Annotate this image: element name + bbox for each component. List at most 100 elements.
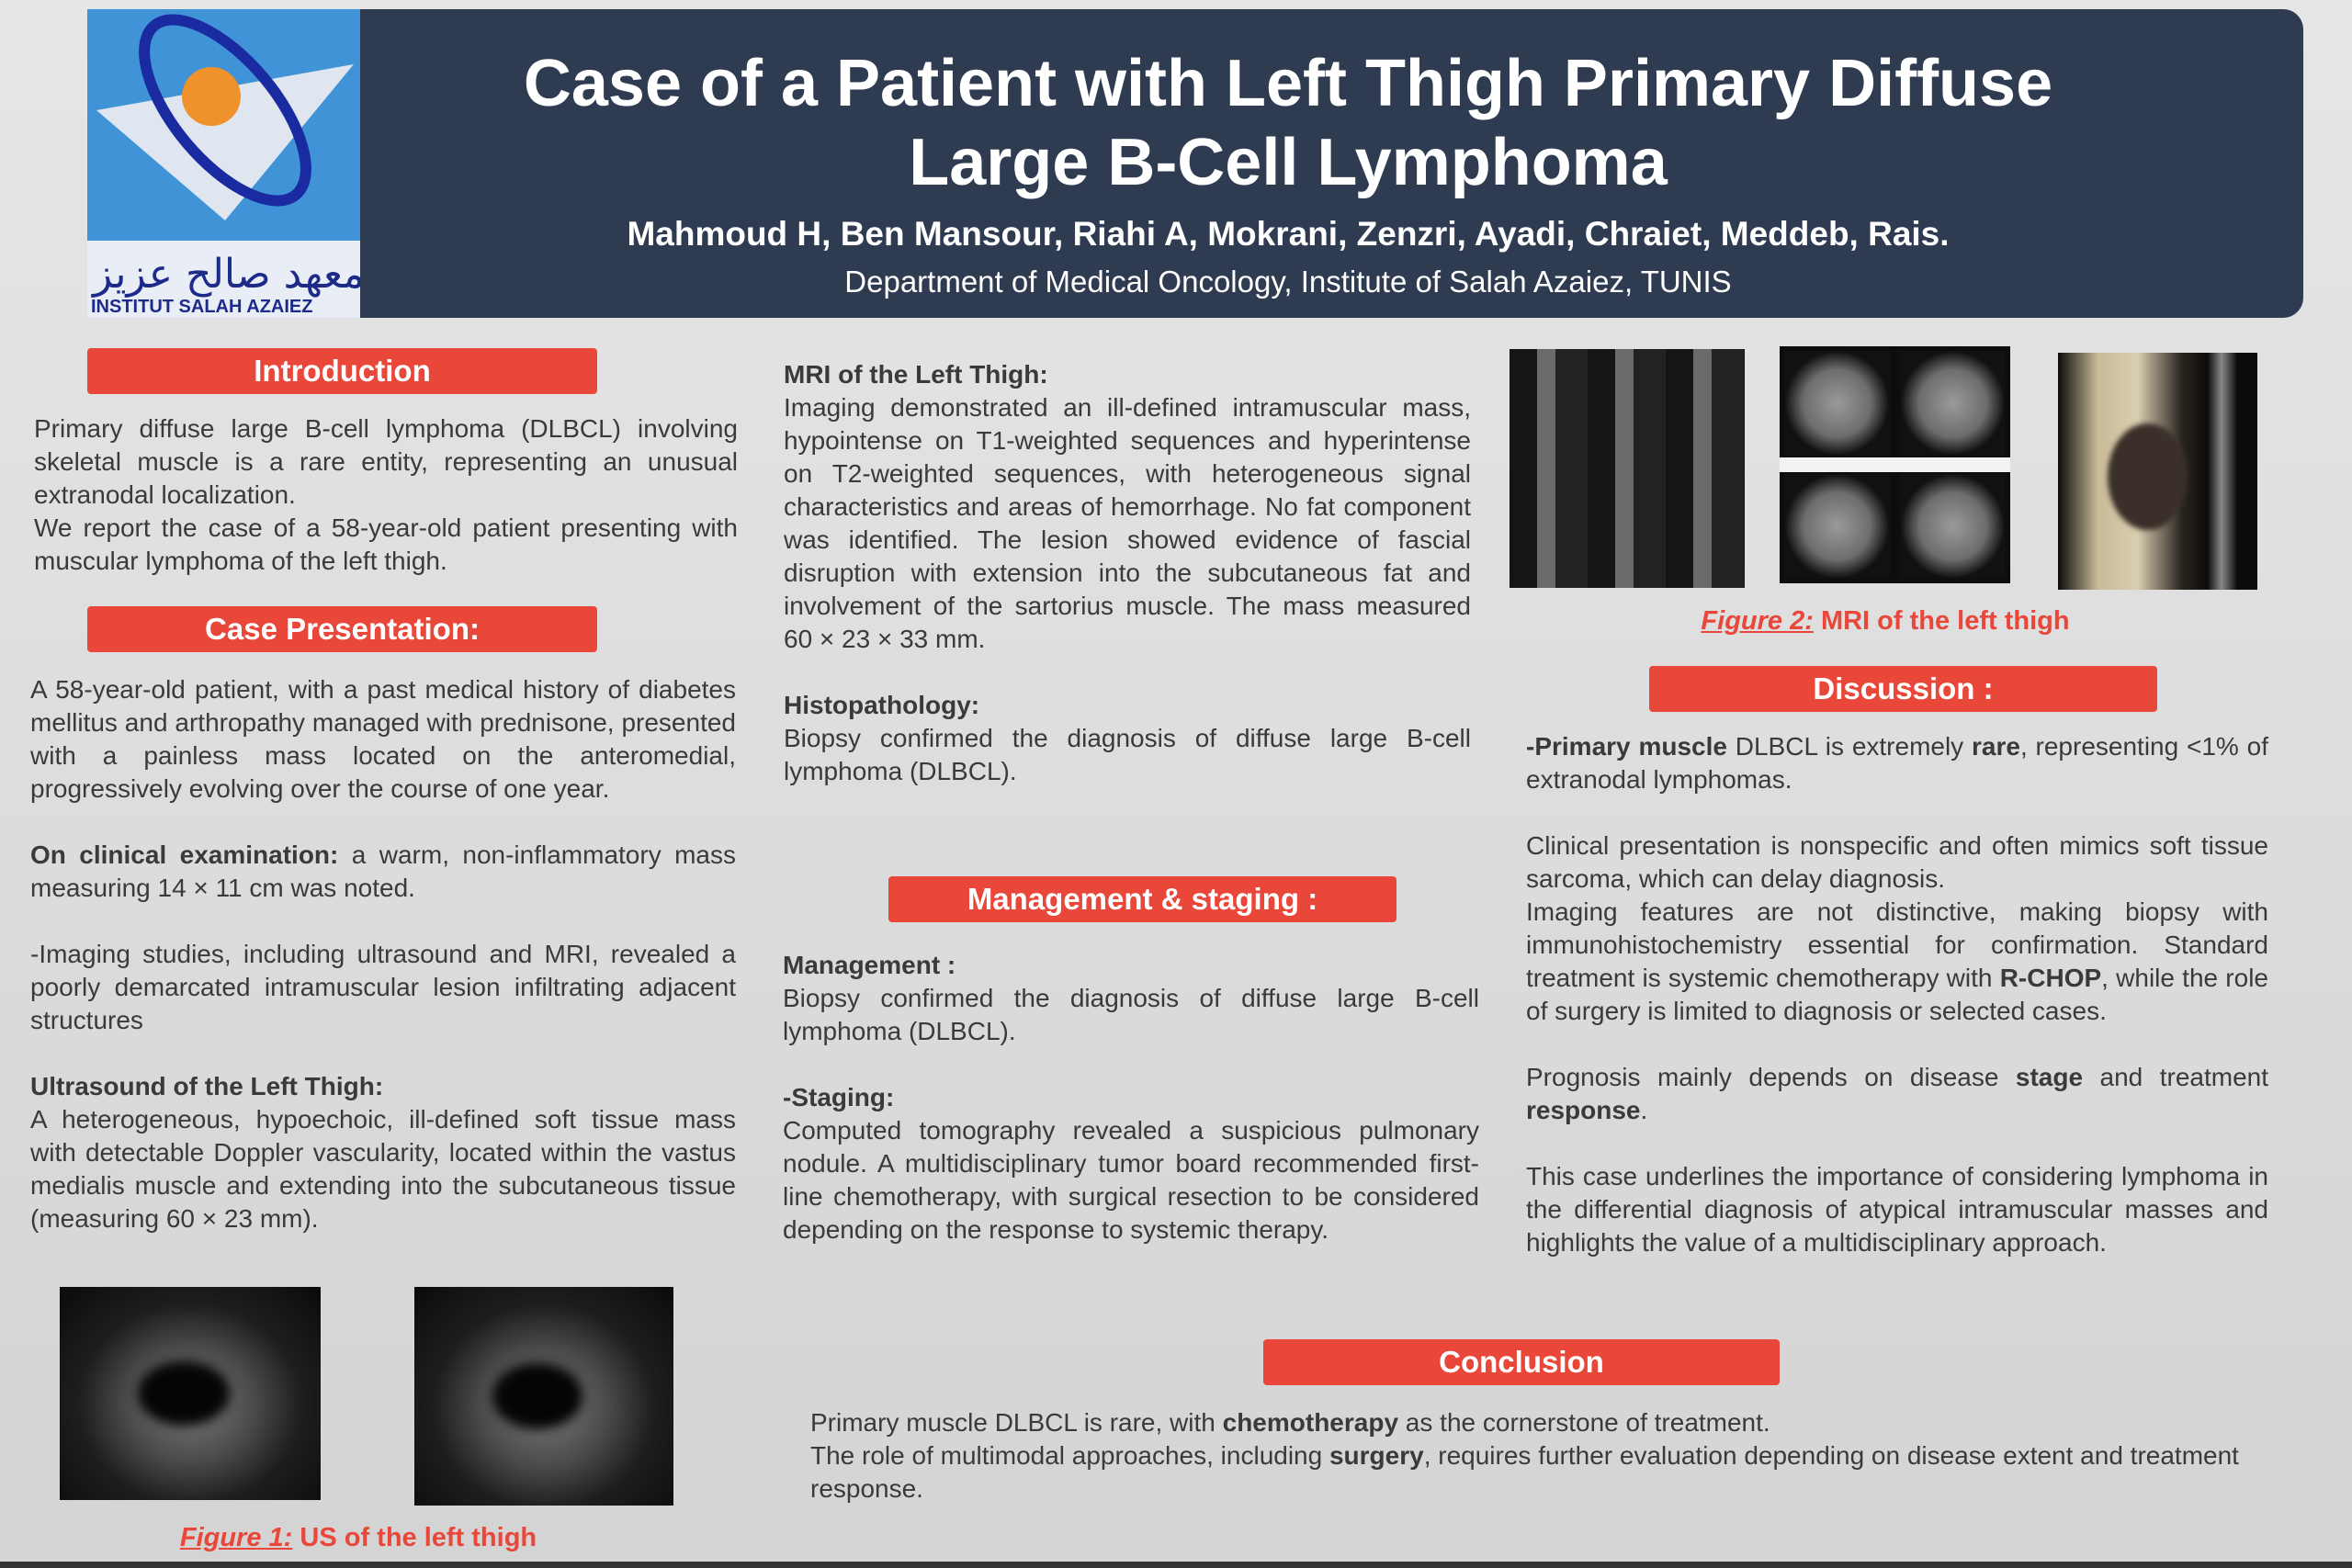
ultrasound-image-2 [414,1287,673,1506]
bold-text: MRI of the Left Thigh: [784,360,1048,389]
conclusion-heading: Conclusion [1263,1339,1780,1385]
paragraph [784,656,1471,689]
mri-axial-image [1780,346,2010,583]
paragraph: Primary muscle DLBCL is rare, with chemo… [810,1406,2253,1439]
figure-2-label: Figure 2: [1701,606,1814,636]
paragraph: On clinical examination: a warm, non-inf… [30,839,736,905]
bottom-border [0,1562,2352,1568]
paragraph [783,1048,1479,1081]
paragraph: A heterogeneous, hypoechoic, ill-defined… [30,1103,736,1235]
bold-text: -Staging: [783,1083,895,1111]
bold-text: -Primary [1526,732,1639,761]
text: Computed tomography revealed a suspiciou… [783,1116,1479,1244]
figure-1-caption-text: US of the left thigh [292,1523,537,1552]
text: -Imaging studies, including ultrasound a… [30,940,736,1034]
text: Biopsy confirmed the diagnosis of diffus… [784,724,1471,785]
paragraph [1526,796,2268,829]
paragraph: Management : [783,949,1479,982]
paragraph [30,905,736,938]
paragraph: The role of multimodal approaches, inclu… [810,1439,2253,1506]
bold-text: On clinical examination: [30,840,339,869]
paragraph [30,806,736,839]
figure-2-caption: Figure 2: MRI of the left thigh [1599,606,2172,637]
logo-emblem-icon [96,14,354,220]
paragraph: A 58-year-old patient, with a past medic… [30,673,736,806]
bold-text: chemotherapy [1222,1408,1399,1437]
figure-1-label: Figure 1: [179,1523,293,1552]
paragraph: Primary diffuse large B-cell lymphoma (D… [34,412,738,512]
paragraph: Biopsy confirmed the diagnosis of diffus… [784,722,1471,788]
text: , representing <1% of extranodal lymphom… [1526,732,2268,794]
bold-text: rare [1972,732,2020,761]
paragraph [30,1037,736,1070]
discussion-text: -Primary muscle DLBCL is extremely rare,… [1526,730,2268,1259]
paragraph: Imaging demonstrated an ill-defined intr… [784,391,1471,656]
text: The role of multimodal approaches, inclu… [810,1441,1329,1470]
logo-arabic-text: معهد صالح عزيز [93,251,360,298]
discussion-heading: Discussion : [1649,666,2157,712]
text: A 58-year-old patient, with a past medic… [30,675,736,803]
bold-text: Ultrasound of the Left Thigh: [30,1072,384,1100]
introduction-text: Primary diffuse large B-cell lymphoma (D… [34,412,738,578]
logo-latin-text: INSTITUT SALAH AZAIEZ [91,297,313,317]
paragraph: -Staging: [783,1081,1479,1114]
text: Imaging features are not distinctive, ma… [1526,897,2268,992]
case-presentation-heading: Case Presentation: [87,606,597,652]
text: and treatment [2083,1063,2268,1091]
text: This case underlines the importance of c… [1526,1162,2268,1257]
paragraph: Ultrasound of the Left Thigh: [30,1070,736,1103]
text: , while the role of surgery is limited t… [1526,964,2268,1025]
case-presentation-text: A 58-year-old patient, with a past medic… [30,673,736,1235]
bold-text: response [1526,1096,1641,1124]
figure-1-caption: Figure 1: US of the left thigh [55,1523,662,1553]
mri-sagittal-image [2058,353,2257,590]
paragraph [1526,1127,2268,1160]
figure-2-caption-text: MRI of the left thigh [1813,606,2070,636]
management-heading: Management & staging : [888,876,1396,922]
text: Primary muscle DLBCL is rare, with [810,1408,1223,1437]
ultrasound-image-1 [60,1287,321,1500]
authors: Mahmoud H, Ben Mansour, Riahi A, Mokrani… [627,215,1950,253]
text: , requires further evaluation depending … [810,1441,2239,1503]
text: We report the case of a 58-year-old pati… [34,513,738,575]
bold-text: Management : [783,951,956,979]
bold-text: Histopathology: [784,691,980,719]
paragraph: This case underlines the importance of c… [1526,1160,2268,1259]
affiliation: Department of Medical Oncology, Institut… [844,265,1732,299]
introduction-heading: Introduction [87,348,597,394]
paragraph: Computed tomography revealed a suspiciou… [783,1114,1479,1247]
text: Prognosis mainly depends on disease [1526,1063,2016,1091]
paragraph: MRI of the Left Thigh: [784,358,1471,391]
text: Biopsy confirmed the diagnosis of diffus… [783,984,1479,1045]
poster-title: Case of a Patient with Left Thigh Primar… [360,44,2216,202]
title-line-1: Case of a Patient with Left Thigh Primar… [523,47,2053,120]
paragraph: Histopathology: [784,689,1471,722]
text: a warm, non-inflammatory mass measuring … [30,840,736,902]
text: . [1640,1096,1648,1124]
text: as the cornerstone of treatment. [1398,1408,1770,1437]
paragraph: Clinical presentation is nonspecific and… [1526,829,2268,896]
text: Imaging demonstrated an ill-defined intr… [784,393,1471,653]
text: Primary diffuse large B-cell lymphoma (D… [34,414,738,509]
paragraph [1526,1028,2268,1061]
paragraph: Imaging features are not distinctive, ma… [1526,896,2268,1028]
bold-text: R-CHOP [1999,964,2102,992]
bold-text: surgery [1329,1441,1424,1470]
management-text: Management : Biopsy confirmed the diagnos… [783,949,1479,1247]
paragraph: -Imaging studies, including ultrasound a… [30,938,736,1037]
text: DLBCL is extremely [1726,732,1972,761]
poster-header [87,9,2303,318]
paragraph: We report the case of a 58-year-old pati… [34,512,738,578]
mri-histopathology-text: MRI of the Left Thigh: Imaging demonstrat… [784,358,1471,788]
paragraph: -Primary muscle DLBCL is extremely rare,… [1526,730,2268,796]
text: A heterogeneous, hypoechoic, ill-defined… [30,1105,736,1233]
bold-text: stage [2015,1063,2084,1091]
institute-logo: معهد صالح عزيز INSTITUT SALAH AZAIEZ [87,9,360,318]
text: Clinical presentation is nonspecific and… [1526,831,2268,893]
paragraph: Biopsy confirmed the diagnosis of diffus… [783,982,1479,1048]
bold-text: muscle [1638,732,1727,761]
mri-coronal-image [1510,349,1745,588]
title-line-2: Large B-Cell Lymphoma [909,126,1668,199]
paragraph: Prognosis mainly depends on disease stag… [1526,1061,2268,1127]
conclusion-text: Primary muscle DLBCL is rare, with chemo… [810,1406,2253,1506]
